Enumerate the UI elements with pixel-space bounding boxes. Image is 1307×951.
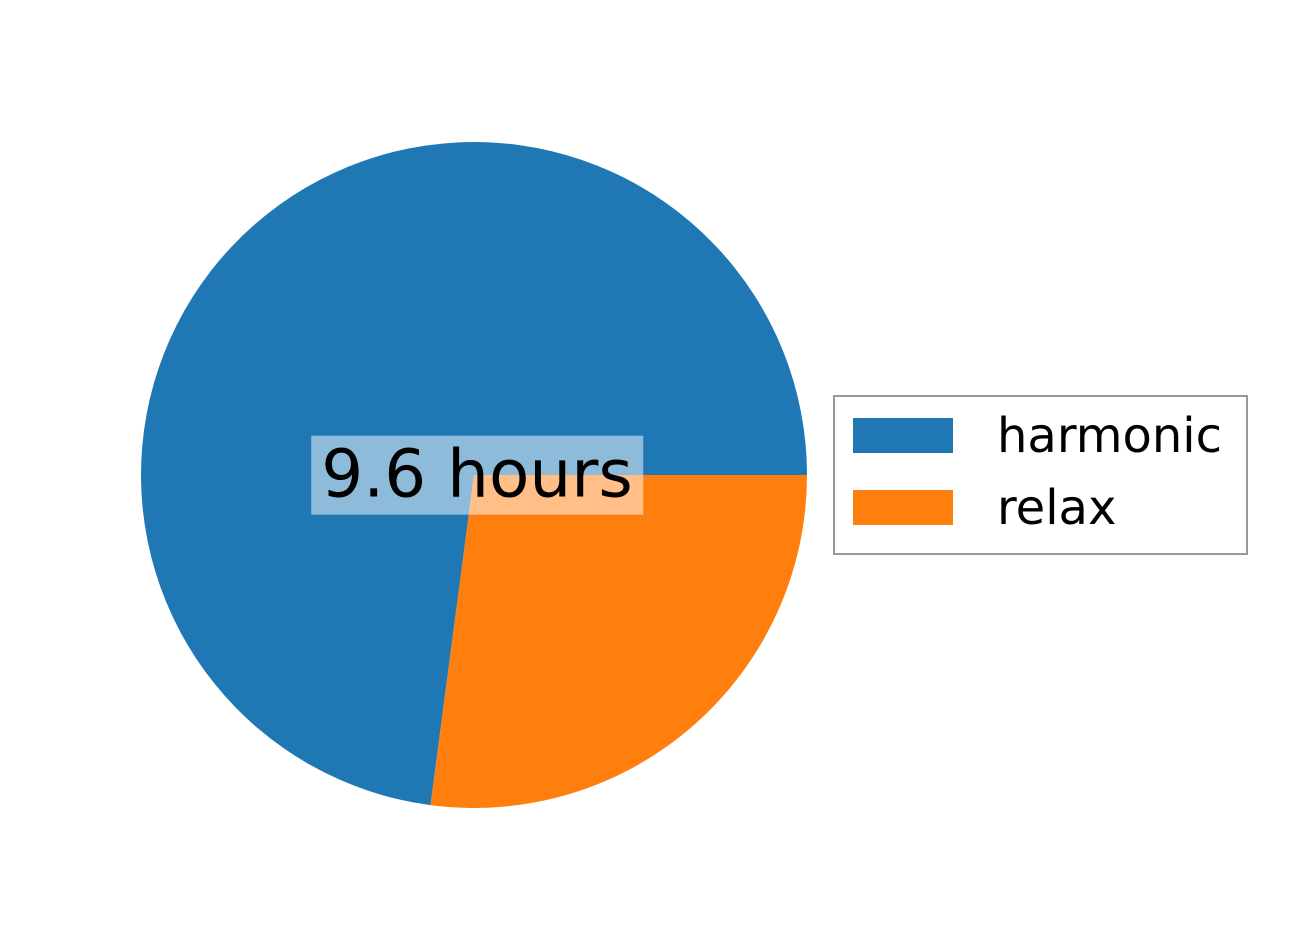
legend-swatch-harmonic bbox=[853, 418, 953, 453]
legend-swatch-relax bbox=[853, 490, 953, 525]
pie-slice-relax bbox=[430, 475, 807, 808]
legend-label-relax: relax bbox=[997, 479, 1117, 536]
pie-center-label: 9.6 hours bbox=[311, 435, 643, 515]
legend-label-harmonic: harmonic bbox=[997, 407, 1222, 464]
legend-row-relax: relax bbox=[853, 484, 1246, 532]
legend: harmonic relax bbox=[833, 395, 1248, 555]
legend-row-harmonic: harmonic bbox=[853, 412, 1246, 460]
